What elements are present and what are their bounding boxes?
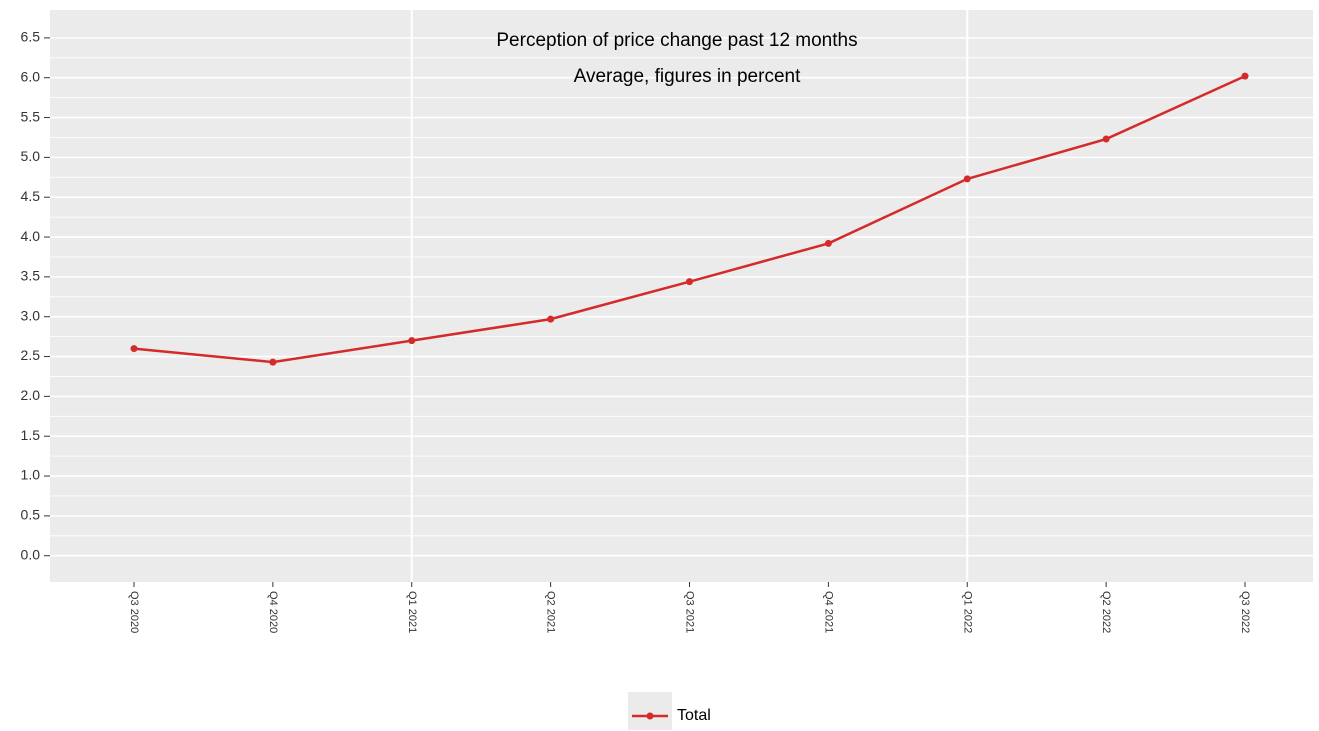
chart-title: Perception of price change past 12 month…: [496, 30, 857, 51]
legend-key: [628, 692, 672, 730]
chart-subtitle: Average, figures in percent: [574, 66, 801, 87]
x-tick-label: Q1 2021: [406, 591, 418, 633]
x-tick-label: Q2 2021: [545, 591, 557, 633]
y-tick-label: 0.0: [21, 546, 41, 562]
plot-panel: [50, 10, 1313, 582]
y-tick-label: 6.0: [21, 68, 41, 84]
point: [1102, 135, 1110, 143]
point: [547, 315, 555, 323]
y-tick-label: 6.5: [21, 29, 41, 45]
y-tick-label: 3.0: [21, 307, 41, 323]
x-tick-label: Q2 2022: [1100, 591, 1112, 633]
y-tick-label: 3.5: [21, 268, 41, 284]
x-tick-label: Q1 2022: [961, 591, 973, 633]
x-tick-label: Q3 2021: [684, 591, 696, 633]
y-tick-label: 2.0: [21, 387, 41, 403]
point: [824, 239, 832, 247]
legend-label: Total: [677, 707, 711, 724]
point: [408, 337, 416, 345]
point: [686, 278, 693, 286]
y-tick-label: 1.5: [21, 427, 41, 443]
y-tick-label: 5.5: [21, 108, 41, 124]
point: [130, 345, 138, 353]
point: [963, 175, 971, 183]
x-tick-label: Q3 2020: [128, 591, 140, 633]
x-tick-label: Q3 2022: [1239, 591, 1251, 633]
y-tick-label: 0.5: [21, 507, 41, 523]
y-tick-label: 4.5: [21, 188, 41, 204]
point: [269, 358, 277, 366]
y-tick-label: 4.0: [21, 228, 41, 244]
legend-point: [646, 712, 654, 720]
point: [1241, 72, 1249, 80]
y-tick-label: 1.0: [21, 467, 41, 483]
y-tick-label: 2.5: [21, 347, 41, 363]
y-tick-label: 5.0: [21, 148, 41, 164]
x-tick-label: Q4 2021: [822, 591, 834, 633]
x-tick-label: Q4 2020: [267, 591, 279, 633]
